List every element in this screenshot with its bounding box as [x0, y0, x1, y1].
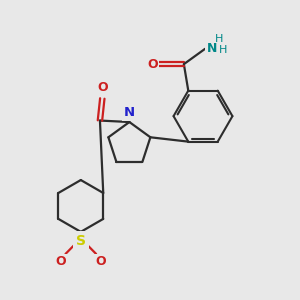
Text: S: S	[76, 234, 86, 248]
Text: O: O	[97, 81, 108, 94]
Text: H: H	[215, 34, 224, 44]
Text: O: O	[95, 255, 106, 268]
Text: H: H	[219, 45, 227, 55]
Text: N: N	[206, 42, 217, 55]
Text: N: N	[124, 106, 135, 119]
Text: O: O	[147, 58, 158, 70]
Text: O: O	[56, 255, 66, 268]
